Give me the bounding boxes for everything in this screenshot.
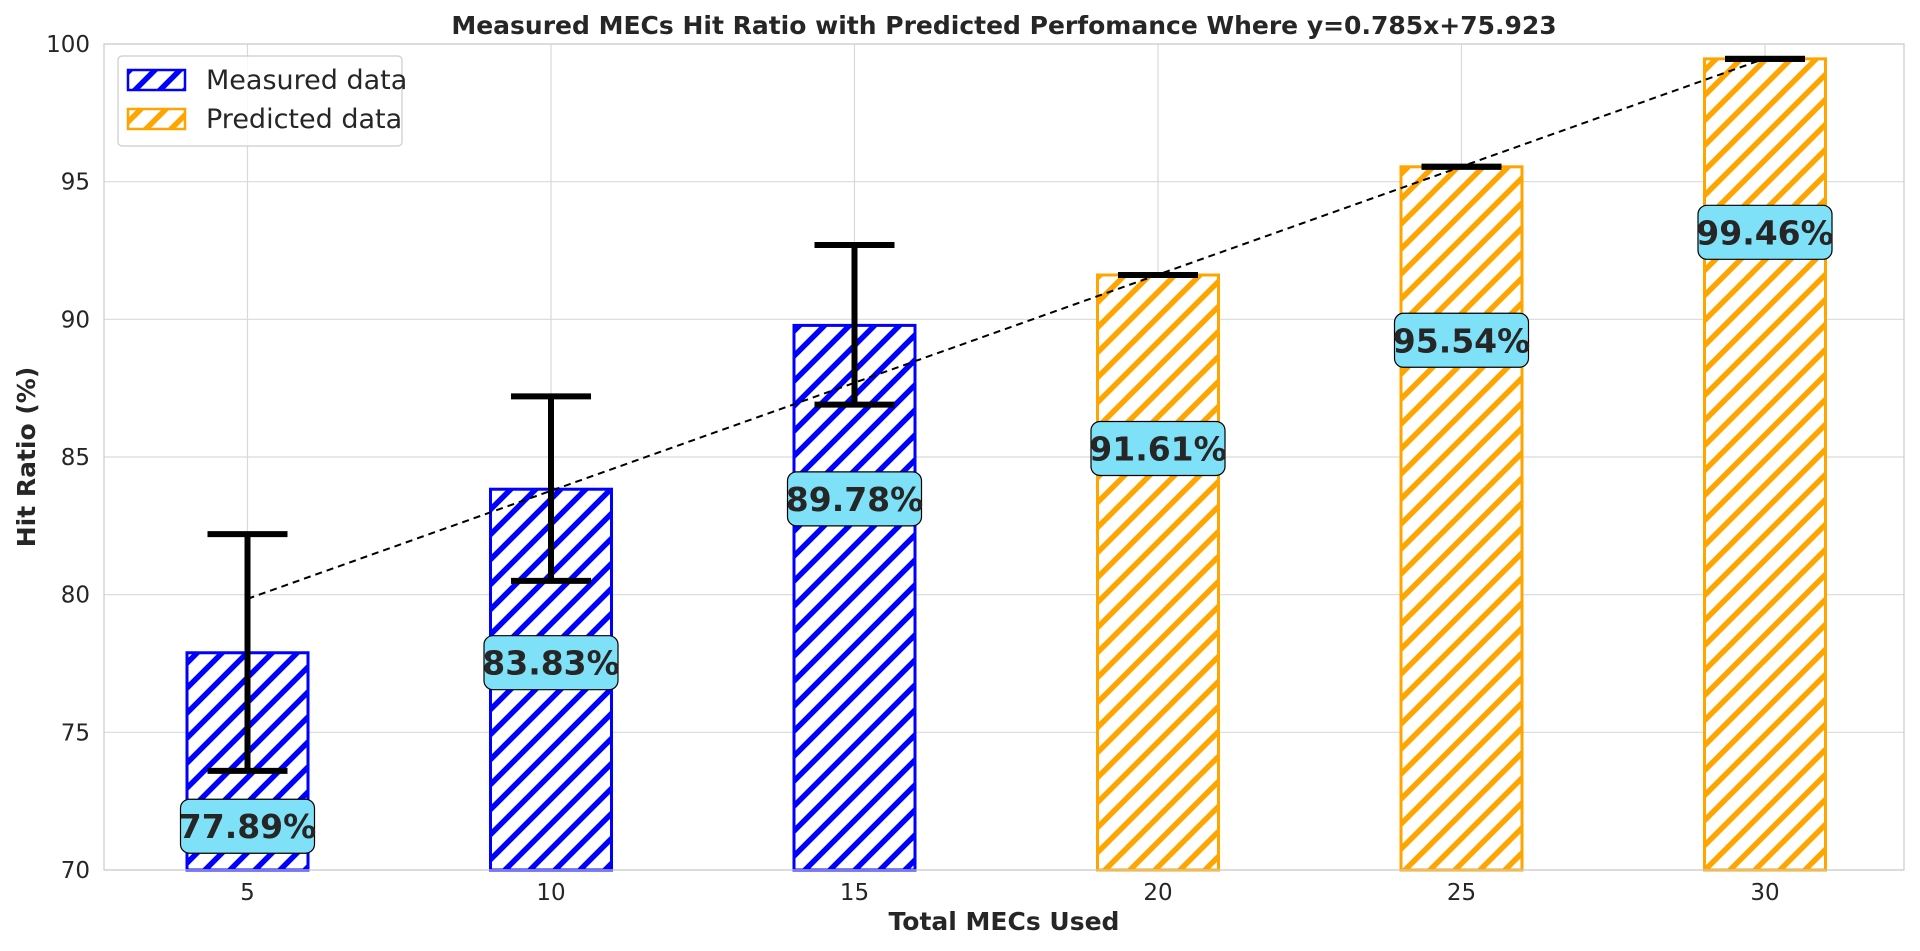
plot-frame — [103, 43, 1905, 871]
y-tick-label: 80 — [61, 583, 90, 609]
x-tick-label: 20 — [1143, 880, 1172, 906]
data-label-box — [1090, 420, 1226, 477]
y-tick-label: 75 — [61, 720, 90, 746]
data-labels: 77.89% 83.83% 89.78% 91.61% 95.54% 99.46% — [179, 204, 1834, 854]
x-tick-label: 25 — [1447, 880, 1476, 906]
y-tick-label: 100 — [46, 32, 90, 58]
x-tick-label: 15 — [840, 880, 869, 906]
legend-label-measured: Measured data — [206, 65, 407, 96]
data-label: 77.89% — [179, 807, 316, 846]
trendline — [247, 57, 1766, 600]
data-label: 95.54% — [1393, 321, 1530, 360]
data-label: 83.83% — [482, 644, 619, 683]
x-axis-title: Total MECs Used — [889, 907, 1120, 936]
data-label: 91.61% — [1089, 429, 1226, 468]
tick-labels: 70 75 80 85 90 95 100 5 10 15 20 25 30 — [46, 32, 1780, 906]
bar — [1703, 57, 1827, 872]
x-tick-label: 5 — [240, 880, 255, 906]
y-tick-label: 90 — [61, 307, 90, 333]
trendline-path — [247, 57, 1766, 600]
bar — [1096, 273, 1220, 872]
y-tick-label: 85 — [61, 445, 90, 471]
legend-swatch-predicted — [126, 107, 187, 131]
data-label-box — [786, 471, 923, 527]
data-label: 99.46% — [1696, 213, 1833, 252]
legend: Measured data Predicted data — [117, 55, 407, 147]
data-label: 89.78% — [786, 480, 923, 519]
error-bars — [207, 55, 1805, 774]
legend-swatch-measured — [126, 68, 187, 92]
data-label-box — [1697, 204, 1833, 260]
x-tick-label: 10 — [536, 880, 565, 906]
x-tick-label: 30 — [1750, 880, 1779, 906]
y-axis-title: Hit Ratio (%) — [12, 367, 41, 548]
bar — [1399, 165, 1524, 872]
legend-label-predicted: Predicted data — [206, 104, 402, 135]
data-label-box — [179, 798, 316, 854]
data-label-box — [483, 635, 619, 691]
data-label-box — [1393, 312, 1530, 368]
chart-title: Measured MECs Hit Ratio with Predicted P… — [451, 11, 1556, 40]
legend-frame — [117, 55, 403, 147]
y-tick-label: 70 — [61, 858, 90, 884]
y-tick-label: 95 — [61, 170, 90, 196]
